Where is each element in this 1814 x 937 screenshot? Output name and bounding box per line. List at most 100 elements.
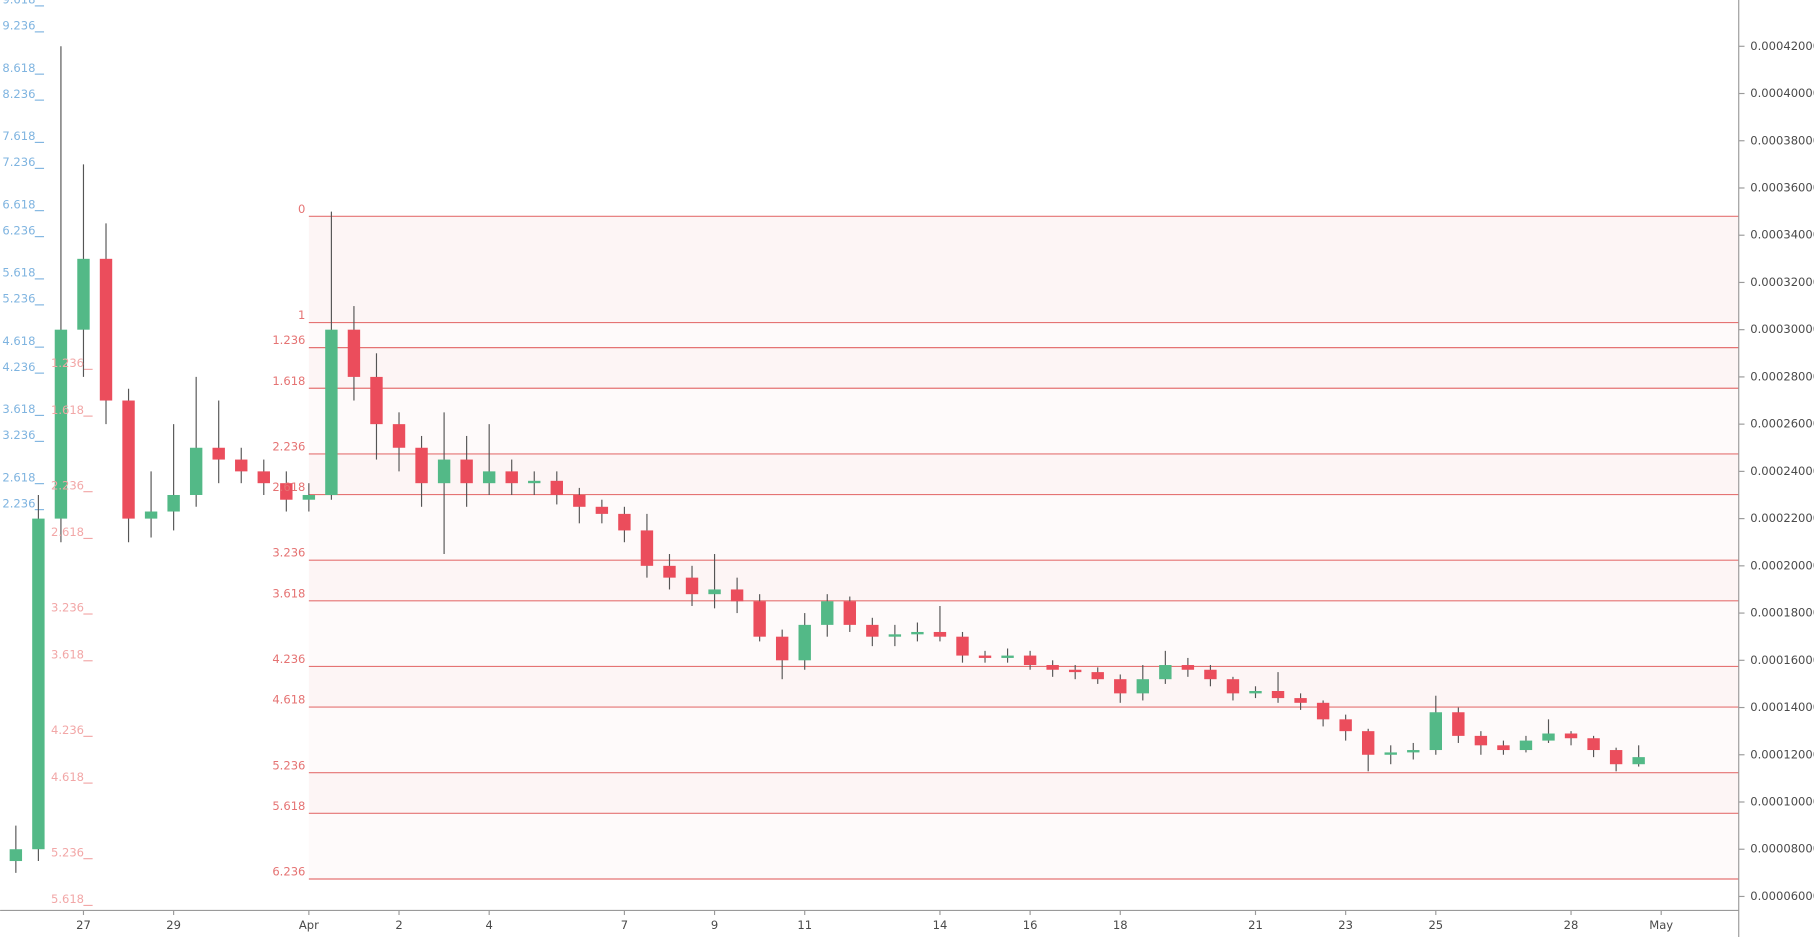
fib-band: [308, 216, 1739, 323]
fib-left-label: 1.236: [51, 356, 84, 370]
y-tick-label: 0.00020000: [1750, 558, 1814, 572]
candle-body: [1519, 740, 1533, 751]
fib-left-label: 5.236: [51, 845, 84, 859]
candle-body: [528, 480, 541, 484]
fib-left-label: 2.618: [2, 470, 35, 484]
fib-level-label: 4.236: [272, 652, 305, 666]
y-tick-label: 0.00018000: [1750, 606, 1814, 620]
candle-body: [9, 849, 23, 862]
candle-body: [1294, 698, 1307, 703]
fib-left-label: 4.618: [51, 770, 84, 784]
x-tick-label: Apr: [299, 918, 319, 932]
x-tick-label: May: [1649, 918, 1673, 932]
candle-body: [1001, 655, 1014, 658]
candle-body: [1068, 669, 1082, 673]
candle-body: [618, 513, 631, 531]
candle-body: [933, 631, 947, 637]
y-tick-label: 0.00008000: [1750, 842, 1814, 856]
candle-body: [730, 589, 744, 602]
candle-body: [1023, 655, 1037, 666]
fib-left-label: 9.236: [2, 19, 35, 33]
fib-left-label: 2.236: [2, 496, 35, 510]
candle-body: [685, 577, 699, 595]
candle-body: [798, 624, 811, 661]
fib-left-label: 1.618: [51, 403, 84, 417]
fib-left-label: 3.236: [2, 428, 35, 442]
fib-bands: [308, 216, 1739, 879]
fib-left-label: 4.618: [2, 334, 35, 348]
candle-body: [1136, 679, 1150, 694]
candle-body: [167, 494, 180, 512]
fib-level-label: 0: [298, 202, 305, 216]
candle-body: [1474, 735, 1488, 746]
candle-body: [415, 447, 428, 484]
y-tick-label: 0.00034000: [1750, 228, 1814, 242]
y-tick-label: 0.00026000: [1750, 417, 1814, 431]
x-tick-label: 7: [621, 918, 628, 932]
fib-level-label: 1.618: [272, 374, 305, 388]
candle-body: [1564, 733, 1578, 739]
y-tick-label: 0.00014000: [1750, 700, 1814, 714]
candle-body: [1226, 679, 1240, 694]
candle-body: [144, 511, 158, 519]
candle-body: [1609, 750, 1623, 765]
x-tick-label: 21: [1248, 918, 1263, 932]
candle-body: [1159, 665, 1172, 680]
x-tick-label: 23: [1338, 918, 1353, 932]
fib-level-label: 6.236: [272, 865, 305, 879]
fib-band: [308, 388, 1739, 454]
x-tick-label: 9: [711, 918, 718, 932]
fib-left-label: 9.618: [2, 0, 35, 7]
x-tick-label: 29: [166, 918, 181, 932]
fib-left-label: 3.236: [51, 601, 84, 615]
candle-body: [347, 329, 361, 377]
fib-left-label: 3.618: [2, 402, 35, 416]
candle-body: [437, 459, 451, 484]
candle-body: [956, 636, 969, 656]
x-tick-label: 27: [76, 918, 91, 932]
fib-band: [308, 322, 1739, 348]
y-tick-label: 0.00036000: [1750, 180, 1814, 194]
candle-body: [257, 471, 270, 484]
candle-body: [99, 258, 113, 401]
fib-level-label: 4.618: [272, 693, 305, 707]
fib-left-label: 3.618: [51, 647, 84, 661]
fib-left-label: 8.618: [2, 61, 35, 75]
candle-body: [573, 494, 586, 507]
y-tick-label: 0.00016000: [1750, 653, 1814, 667]
candle-body: [821, 601, 834, 625]
candle-body: [1407, 750, 1420, 753]
fib-band: [308, 560, 1739, 601]
candle-body: [1384, 752, 1397, 755]
fib-left-label: 5.618: [2, 266, 35, 280]
candle-body: [505, 471, 518, 484]
fib-level-label: 3.236: [272, 546, 305, 560]
fib-band: [308, 453, 1739, 495]
fib-level-label: 1.236: [272, 333, 305, 347]
y-tick-label: 0.00032000: [1750, 275, 1814, 289]
candle-body: [1587, 738, 1600, 751]
fib-left-label: 8.236: [2, 87, 35, 101]
fib-left-label: 7.618: [2, 129, 35, 143]
candle-body: [392, 424, 406, 448]
fib-level-label: 1: [298, 308, 305, 322]
fib-left-label: 7.236: [2, 155, 35, 169]
y-tick-label: 0.00042000: [1750, 39, 1814, 53]
fib-left-label: 4.236: [51, 723, 84, 737]
candle-body: [280, 483, 293, 500]
candle-body: [32, 518, 45, 850]
candles: [9, 46, 1645, 873]
candle-body: [189, 447, 203, 495]
fib-left-label: 4.236: [2, 360, 35, 374]
candle-body: [1046, 665, 1059, 670]
x-tick-label: 14: [933, 918, 948, 932]
candle-body: [1339, 719, 1352, 732]
y-tick-label: 0.00038000: [1750, 133, 1814, 147]
candle-body: [1497, 745, 1510, 751]
fib-lines: [34, 5, 1739, 907]
x-tick-label: 18: [1113, 918, 1128, 932]
fib-level-label: 2.236: [272, 439, 305, 453]
candle-body: [1249, 691, 1262, 694]
